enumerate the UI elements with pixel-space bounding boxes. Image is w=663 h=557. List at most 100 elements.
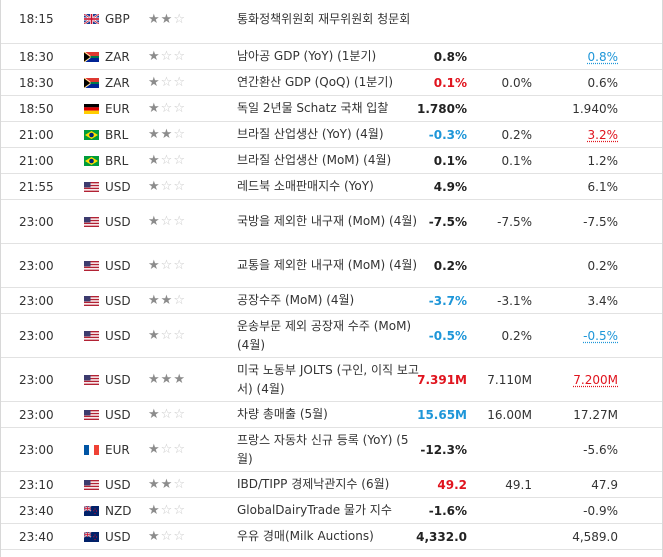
event-name[interactable]: 브라질 산업생산 (YoY) (4월) [237,127,384,141]
actual-value: 4.9% [433,179,467,194]
event-name[interactable]: 교통을 제외한 내구재 (MoM) (4월) [237,258,418,272]
event-time: 21:55 [19,179,54,194]
calendar-row[interactable]: 23:40 NZD ★ ☆ ☆ GlobalDairyTrade 물가 지수 -1.6% -0… [1,498,662,524]
currency-code: EUR [105,101,130,116]
currency-code: GBP [105,12,130,26]
currency-code: USD [105,293,131,308]
forecast-value: -7.5% [497,214,532,229]
forecast-value [462,498,532,523]
calendar-row[interactable]: 23:00 USD ★ ☆ ☆ 교통을 제외한 내구재 (MoM) (4월) 0.2% 0.2… [1,244,662,288]
star-empty-icon: ☆ [160,442,174,457]
event-name[interactable]: 프랑스 자동차 신규 등록 (YoY) (5월) [237,432,409,466]
calendar-row[interactable]: 18:15 GBP ★ ★ ☆ 통화정책위원회 재무위원회 청문회 [1,0,662,44]
currency-code: ZAR [105,49,130,64]
calendar-row[interactable]: 23:40 USD ★ ☆ ☆ 우유 경매(Milk Auctions) 4,332.0 4,… [1,524,662,550]
forecast-value: 0.2% [501,127,533,142]
star-empty-icon: ☆ [173,75,186,90]
previous-value: 3.4% [587,293,619,308]
event-name[interactable]: 독일 2년물 Schatz 국채 입찰 [237,101,389,115]
event-time: 23:00 [19,214,54,229]
event-name[interactable]: 차량 총매출 (5월) [237,407,328,421]
star-filled-icon: ★ [148,529,161,544]
event-name[interactable]: 브라질 산업생산 (MoM) (4월) [237,153,392,167]
calendar-row[interactable]: 23:00 EUR ★ ☆ ☆ 프랑스 자동차 신규 등록 (YoY) (5월) -12.3… [1,428,662,472]
france-flag-icon [84,428,99,471]
star-empty-icon: ☆ [173,101,186,116]
star-filled-icon: ★ [160,11,174,27]
event-name[interactable]: 운송부문 제외 공장재 수주 (MoM) (4월) [237,318,412,352]
star-filled-icon: ★ [148,258,161,273]
us-flag-icon [84,402,99,427]
event-time: 18:50 [19,101,54,116]
event-name[interactable]: 레드북 소매판매지수 (YoY) [237,179,374,193]
calendar-row[interactable]: 21:00 BRL ★ ☆ ☆ 브라질 산업생산 (MoM) (4월) 0.1% 0.1% 1.… [1,148,662,174]
star-filled-icon: ★ [148,442,161,457]
calendar-row[interactable]: 18:30 ZAR ★ ☆ ☆ 연간환산 GDP (QoQ) (1분기) 0.1% 0.0% 0… [1,70,662,96]
previous-value: 3.2% [587,127,619,142]
currency-code: BRL [105,127,129,142]
brazil-flag-icon [84,148,99,173]
event-name[interactable]: IBD/TIPP 경제낙관지수 (6월) [237,477,390,491]
forecast-value: -3.1% [497,293,532,308]
calendar-row[interactable]: 23:00 USD ★ ☆ ☆ 국방을 제외한 내구재 (MoM) (4월) -7.5% -7… [1,200,662,244]
event-name[interactable]: 연간환산 GDP (QoQ) (1분기) [237,75,394,89]
actual-value: -0.3% [428,127,467,142]
forecast-value [462,0,532,43]
currency-code: BRL [105,153,129,168]
star-filled-icon: ★ [148,407,161,422]
event-name[interactable]: 국방을 제외한 내구재 (MoM) (4월) [237,214,418,228]
forecast-value [462,174,532,199]
event-name[interactable]: 공장수주 (MoM) (4월) [237,293,355,307]
calendar-row[interactable]: 23:10 USD ★ ★ ☆ IBD/TIPP 경제낙관지수 (6월) 49.2 49.1 4… [1,472,662,498]
star-filled-icon: ★ [160,293,174,308]
calendar-row[interactable]: 21:55 USD ★ ☆ ☆ 레드북 소매판매지수 (YoY) 4.9% 6.1% [1,174,662,200]
actual-value: 0.1% [433,75,467,90]
germany-flag-icon [84,96,99,121]
star-empty-icon: ☆ [160,49,174,64]
calendar-row[interactable]: 23:00 USD ★ ☆ ☆ 운송부문 제외 공장재 수주 (MoM) (4월) -0.5… [1,314,662,358]
event-name[interactable]: 미국 노동부 JOLTS (구인, 이직 보고서) (4월) [237,362,419,396]
event-time: 23:40 [19,529,54,544]
actual-value: 49.2 [437,477,467,492]
star-empty-icon: ☆ [173,127,186,142]
event-name[interactable]: 남아공 GDP (YoY) (1분기) [237,49,377,63]
star-empty-icon: ☆ [160,101,174,116]
currency-code: USD [105,529,131,544]
forecast-value [462,524,532,549]
south-africa-flag-icon [84,44,99,69]
importance-stars: ★ ★ ☆ [148,122,208,147]
actual-value: 0.1% [433,153,467,168]
calendar-row[interactable]: 21:00 BRL ★ ★ ☆ 브라질 산업생산 (YoY) (4월) -0.3% 0.2% 3… [1,122,662,148]
actual-value: 15.65M [417,407,467,422]
actual-value: -12.3% [420,442,467,457]
previous-value: 17.27M [573,407,618,422]
event-time: 23:00 [19,258,54,273]
forecast-value [462,96,532,121]
star-filled-icon: ★ [160,477,174,492]
calendar-row[interactable]: 23:00 USD ★ ★ ☆ 공장수주 (MoM) (4월) -3.7% -3.1% 3.4% [1,288,662,314]
star-filled-icon: ★ [148,75,161,90]
star-empty-icon: ☆ [160,328,174,343]
currency-code: NZD [105,503,132,518]
forecast-value [462,428,532,471]
star-empty-icon: ☆ [173,407,186,422]
star-empty-icon: ☆ [160,529,174,544]
actual-value: -0.5% [428,328,467,343]
star-empty-icon: ☆ [160,179,174,194]
calendar-row[interactable]: 23:00 USD ★ ☆ ☆ 차량 총매출 (5월) 15.65M 16.00M 17.27M [1,402,662,428]
event-name[interactable]: 우유 경매(Milk Auctions) [237,529,374,543]
actual-value: 0.2% [433,258,467,273]
star-filled-icon: ★ [173,372,186,387]
event-name[interactable]: 통화정책위원회 재무위원회 청문회 [237,11,411,26]
calendar-row[interactable]: 18:30 ZAR ★ ☆ ☆ 남아공 GDP (YoY) (1분기) 0.8% 0.8% [1,44,662,70]
previous-value: 1.2% [587,153,619,168]
event-time: 18:30 [19,49,54,64]
event-name[interactable]: GlobalDairyTrade 물가 지수 [237,503,392,517]
calendar-row[interactable]: 23:00 USD ★ ★ ★ 미국 노동부 JOLTS (구인, 이직 보고서) (4월… [1,358,662,402]
event-time: 18:15 [19,12,54,26]
calendar-row[interactable]: 18:50 EUR ★ ☆ ☆ 독일 2년물 Schatz 국채 입찰 1.780% 1.94… [1,96,662,122]
star-empty-icon: ☆ [160,258,174,273]
star-filled-icon: ★ [148,49,161,64]
actual-value: -7.5% [428,214,467,229]
